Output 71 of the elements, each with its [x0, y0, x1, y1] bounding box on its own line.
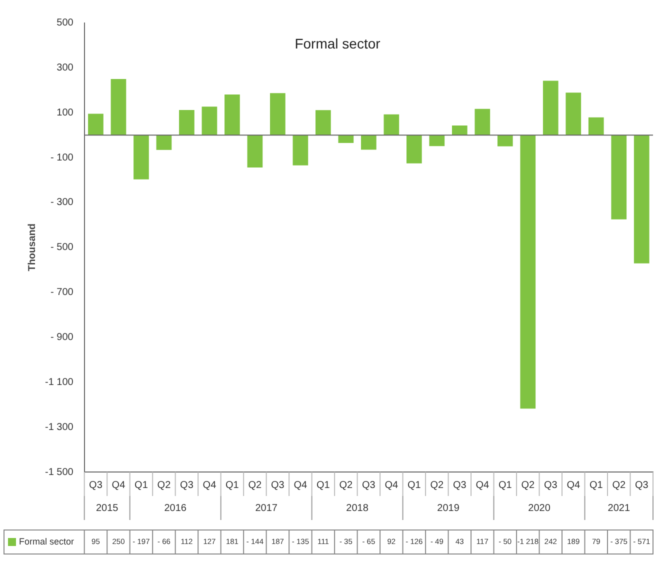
text: 2015: [96, 502, 119, 514]
bar: [429, 135, 445, 146]
x-tick-label: Q2: [612, 480, 626, 491]
bar: [474, 108, 490, 136]
y-tick-label: - 900: [50, 332, 74, 343]
x-tick-label: Q4: [476, 480, 490, 491]
y-tick-label: 300: [56, 62, 74, 74]
bar: [520, 135, 536, 409]
bar: [88, 114, 104, 136]
x-tick-label: Q4: [384, 480, 399, 491]
text: 2020: [528, 502, 551, 514]
bar: [292, 135, 308, 166]
x-tick-label: Q1: [226, 480, 240, 491]
text: 2016: [164, 502, 187, 514]
x-tick-label: Q3: [271, 480, 285, 491]
bar: [452, 125, 468, 136]
bar: [611, 135, 627, 220]
x-tick-label: Q3: [89, 480, 103, 491]
bar: [134, 135, 149, 180]
bar: [179, 110, 194, 136]
bar: [156, 135, 172, 150]
y-tick-label: - 700: [50, 287, 74, 298]
text: 2018: [346, 502, 369, 514]
y-tick-label: -1 500: [44, 466, 74, 478]
x-tick-label: Q4: [112, 480, 126, 491]
y-axis-title: Thousand: [26, 224, 38, 272]
x-tick-label: Q2: [339, 480, 354, 491]
bar: [338, 135, 354, 143]
y-tick-label: - 500: [50, 242, 74, 254]
x-tick-label: Q1: [589, 480, 604, 491]
x-tick-label: Q4: [202, 480, 217, 491]
bar: [497, 135, 513, 146]
x-tick-label: Q2: [248, 480, 262, 491]
x-tick-label: Q3: [634, 480, 649, 491]
bar: [542, 80, 558, 136]
x-tick-label: Q1: [134, 480, 148, 491]
text: Formal sector: [294, 35, 381, 52]
x-tick-label: Q1: [407, 480, 422, 491]
x-tick-label: Q2: [430, 480, 444, 491]
text: 2017: [255, 502, 278, 514]
bar: [316, 110, 331, 136]
x-tick-label: Q4: [566, 480, 580, 491]
bar: [110, 78, 126, 136]
bar: [247, 135, 263, 168]
x-tick-label: Q3: [362, 480, 376, 491]
x-tick-label: Q2: [157, 480, 172, 491]
y-tick-label: 100: [56, 107, 74, 118]
x-tick-label: Q1: [498, 480, 512, 491]
x-tick-label: Q1: [316, 480, 330, 491]
x-tick-label: Q4: [294, 480, 308, 491]
x-tick-label: Q3: [544, 480, 558, 491]
bar: [634, 135, 650, 264]
bar: [224, 94, 240, 136]
y-tick-label: -1 300: [44, 422, 74, 433]
bar: [202, 106, 218, 136]
x-tick-label: Q2: [521, 480, 536, 491]
y-tick-label: 500: [56, 18, 74, 29]
legend-label: Formal sector: [19, 536, 74, 546]
y-tick-label: -1 100: [44, 376, 74, 388]
text: 2019: [437, 502, 460, 514]
x-tick-label: Q3: [452, 480, 467, 491]
bar: [406, 135, 422, 164]
y-tick-label: - 100: [50, 152, 74, 164]
x-tick-label: Q3: [180, 480, 194, 491]
bar: [566, 92, 582, 136]
y-tick-label: - 300: [50, 197, 74, 208]
bar: [361, 135, 376, 150]
bar: [270, 93, 286, 136]
bar: [384, 114, 400, 136]
bar: [588, 117, 604, 136]
text: 2021: [608, 502, 630, 514]
